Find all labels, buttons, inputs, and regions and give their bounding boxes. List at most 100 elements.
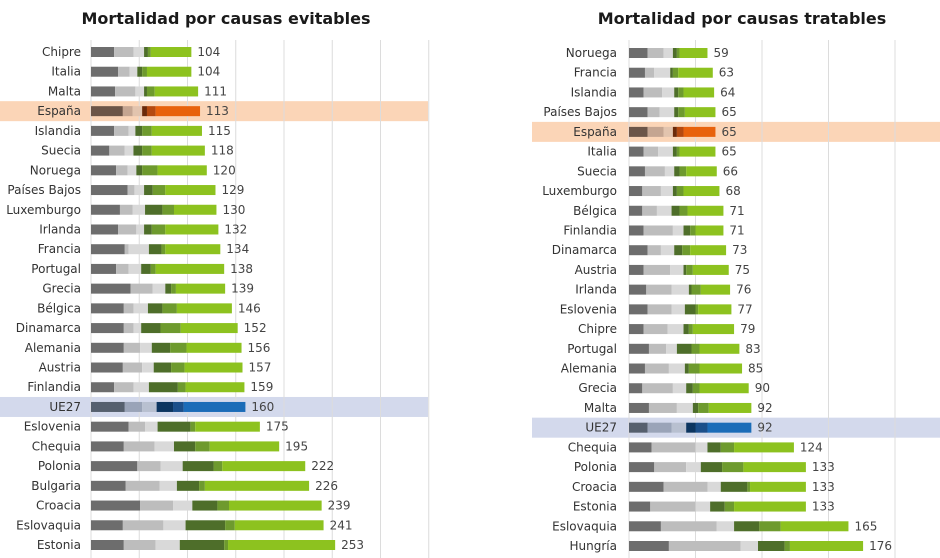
bar-segment-5	[678, 107, 685, 118]
bar-segment-6	[234, 520, 324, 531]
data-label: 133	[812, 460, 835, 474]
bar-segment-2	[125, 480, 160, 491]
bar-segment-6	[686, 166, 717, 177]
bar-segment-2	[123, 540, 156, 550]
bar-segment-2	[124, 401, 143, 412]
bar-segment-6	[684, 107, 716, 118]
bar-segment-1	[629, 324, 644, 335]
bar-segment-2	[109, 145, 125, 156]
bar-segment-3	[128, 125, 136, 136]
bar-segment-5	[147, 47, 151, 57]
bar-segment-2	[130, 283, 153, 294]
bar-segment-4	[144, 185, 153, 196]
category-label: Croacia	[36, 499, 81, 513]
bar-segment-6	[692, 264, 729, 275]
bar-segment-3	[662, 87, 675, 98]
bar-segment-5	[160, 323, 181, 334]
bar-segment-4	[135, 125, 143, 136]
bar-segment-5	[142, 66, 147, 77]
category-label: Islandia	[35, 124, 81, 138]
bar-segment-6	[699, 383, 749, 394]
bar-segment-6	[151, 145, 205, 156]
bar-segment-3	[124, 145, 134, 156]
bar-segment-1	[629, 481, 664, 492]
category-label: Luxemburgo	[6, 203, 81, 217]
data-label: 77	[737, 302, 752, 316]
bar-segment-1	[91, 125, 115, 136]
bar-segment-3	[671, 284, 689, 295]
category-label: Bélgica	[37, 301, 81, 315]
bar-segment-6	[165, 224, 219, 235]
bar-segment-1	[91, 540, 124, 550]
bar-segment-6	[678, 67, 713, 78]
category-label: Italia	[587, 145, 617, 159]
bar-segment-2	[647, 245, 661, 256]
bar-segment-5	[679, 166, 687, 177]
bar-segment-5	[698, 402, 709, 413]
bar-segment-5	[688, 324, 693, 335]
category-label: Eslovenia	[24, 420, 81, 434]
bar-segment-2	[124, 244, 129, 255]
bar-segment-3	[159, 480, 177, 491]
bar-segment-2	[123, 342, 141, 353]
bar-segment-3	[128, 244, 149, 255]
bar-segment-2	[647, 107, 660, 118]
data-label: 133	[812, 500, 835, 514]
bar-segment-1	[91, 165, 117, 176]
bar-segment-6	[155, 263, 225, 274]
bar-segment-1	[629, 521, 661, 532]
bar-segment-5	[691, 284, 701, 295]
bar-segment-1	[91, 421, 129, 432]
bar-segment-3	[716, 521, 735, 532]
bar-segment-3	[128, 263, 142, 274]
bar-segment-2	[648, 343, 667, 354]
bar-segment-5	[759, 521, 781, 532]
bar-segment-5	[195, 441, 210, 452]
bar-segment-3	[667, 324, 684, 335]
bar-segment-6	[228, 500, 322, 511]
bar-segment-6	[183, 401, 246, 412]
bar-segment-3	[133, 303, 148, 314]
bar-segment-2	[114, 47, 134, 57]
bar-segment-3	[740, 541, 759, 551]
bar-segment-6	[700, 284, 731, 295]
bar-segment-5	[686, 264, 693, 275]
bar-segment-5	[676, 146, 680, 157]
bar-segment-1	[91, 401, 125, 412]
bar-segment-6	[734, 442, 794, 453]
bar-segment-1	[629, 541, 669, 551]
category-label: Irlanda	[575, 283, 617, 297]
category-label: Irlanda	[39, 222, 81, 236]
category-label: Francia	[38, 242, 81, 256]
bar-segment-2	[643, 146, 659, 157]
bar-segment-6	[151, 125, 202, 136]
category-label: Eslovaquia	[16, 518, 81, 532]
bar-segment-4	[672, 186, 677, 197]
data-label: 241	[330, 518, 353, 532]
data-label: 175	[266, 420, 289, 434]
bar-segment-3	[160, 461, 183, 472]
bar-segment-3	[142, 401, 157, 412]
category-label: Países Bajos	[543, 105, 617, 119]
bar-segment-6	[204, 480, 310, 491]
data-label: 65	[721, 125, 736, 139]
bar-segment-2	[118, 66, 130, 77]
bar-segment-2	[644, 363, 669, 374]
data-label: 90	[755, 381, 770, 395]
data-label: 64	[720, 85, 735, 99]
bar-segment-3	[155, 540, 180, 550]
bar-segment-6	[186, 342, 242, 353]
bar-segment-5	[142, 165, 158, 176]
data-label: 104	[197, 45, 220, 59]
bar-segment-2	[654, 462, 687, 473]
data-label: 134	[226, 242, 249, 256]
bar-segment-5	[676, 126, 684, 137]
bar-segment-6	[185, 382, 245, 393]
bar-segment-4	[672, 126, 677, 137]
bar-segment-3	[671, 422, 687, 433]
bar-segment-3	[134, 185, 145, 196]
category-label: Austria	[575, 263, 617, 277]
bar-segment-5	[146, 86, 155, 97]
category-label: Bulgaria	[31, 479, 81, 493]
